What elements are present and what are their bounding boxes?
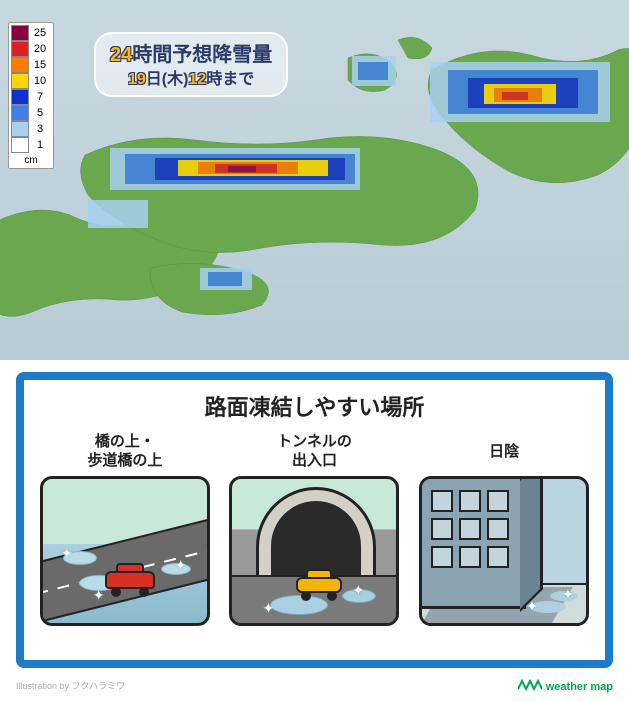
legend-value: 10 bbox=[29, 75, 51, 87]
sparkle-icon: ✦ bbox=[262, 600, 274, 617]
bridge-illustration: ✦ ✦ ✦ bbox=[40, 476, 210, 626]
info-card-bridge: 橋の上・ 歩道橋の上 ✦ ✦ ✦ bbox=[36, 432, 214, 626]
sparkle-icon: ✦ bbox=[526, 598, 538, 615]
road-freezing-info: 路面凍結しやすい場所 橋の上・ 歩道橋の上 ✦ ✦ ✦ bbox=[0, 360, 629, 702]
illustration-credit: Illustration by フクハラミワ bbox=[16, 679, 125, 692]
info-card-shade: 日陰 ✦ ✦ bbox=[415, 432, 593, 626]
snowfall-forecast-map: 25 20 15 10 7 5 3 1 cm 24時間予想降雪量 19日(木)1… bbox=[0, 0, 629, 360]
info-cards-row: 橋の上・ 歩道橋の上 ✦ ✦ ✦ トンネルの 出入口 bbox=[24, 432, 605, 626]
legend-value: 15 bbox=[29, 59, 51, 71]
info-frame: 路面凍結しやすい場所 橋の上・ 歩道橋の上 ✦ ✦ ✦ bbox=[16, 372, 613, 668]
legend-value: 1 bbox=[29, 139, 51, 151]
legend-value: 3 bbox=[29, 123, 51, 135]
sparkle-icon: ✦ bbox=[562, 586, 574, 603]
map-title: 24時間予想降雪量 bbox=[110, 38, 272, 67]
shade-illustration: ✦ ✦ bbox=[419, 476, 589, 626]
card-label: 日陰 bbox=[415, 432, 593, 472]
card-label: 橋の上・ 歩道橋の上 bbox=[36, 432, 214, 472]
sparkle-icon: ✦ bbox=[175, 557, 187, 574]
info-title: 路面凍結しやすい場所 bbox=[24, 390, 605, 422]
sparkle-icon: ✦ bbox=[93, 587, 105, 604]
sparkle-icon: ✦ bbox=[61, 545, 73, 562]
legend-value: 7 bbox=[29, 91, 51, 103]
legend-value: 25 bbox=[29, 27, 51, 39]
brand-logo-icon bbox=[518, 679, 542, 694]
snowfall-legend: 25 20 15 10 7 5 3 1 cm bbox=[8, 22, 54, 169]
map-title-box: 24時間予想降雪量 19日(木)12時まで bbox=[94, 32, 288, 97]
legend-value: 5 bbox=[29, 107, 51, 119]
card-label: トンネルの 出入口 bbox=[225, 432, 403, 472]
info-card-tunnel: トンネルの 出入口 ✦ ✦ bbox=[225, 432, 403, 626]
tunnel-illustration: ✦ ✦ bbox=[229, 476, 399, 626]
legend-value: 20 bbox=[29, 43, 51, 55]
legend-unit: cm bbox=[11, 153, 51, 166]
car-yellow-icon bbox=[296, 573, 342, 599]
car-red-icon bbox=[105, 567, 155, 595]
sparkle-icon: ✦ bbox=[352, 582, 364, 599]
brand-credit: weather map bbox=[518, 679, 613, 694]
map-subtitle: 19日(木)12時まで bbox=[110, 65, 272, 89]
building-icon bbox=[419, 476, 526, 609]
